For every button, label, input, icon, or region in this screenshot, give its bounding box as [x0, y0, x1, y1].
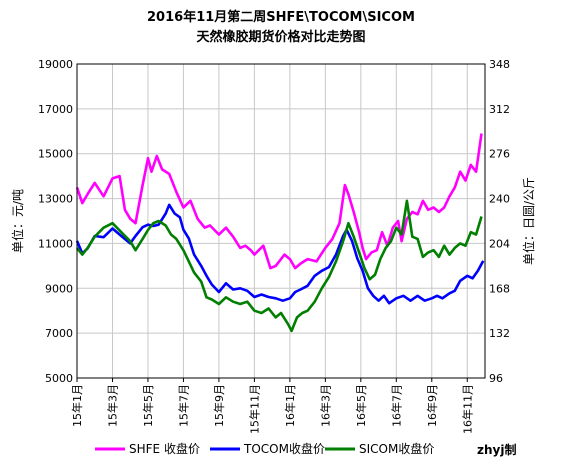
- x-tick-label: 16年3月: [318, 384, 332, 427]
- right-tick-label: 312: [489, 103, 510, 116]
- credit-label: zhyj制: [477, 442, 516, 457]
- x-tick-label: 15年11月: [247, 384, 261, 434]
- left-tick-label: 17000: [38, 103, 73, 116]
- legend: SHFE 收盘价 TOCOM收盘价 SICOM收盘价: [95, 441, 434, 456]
- x-tick-label: 15年7月: [176, 384, 190, 427]
- right-tick-label: 240: [489, 193, 510, 206]
- left-axis-ticks: 19000 17000 15000 13000 11000 9000 7000 5000: [38, 58, 73, 385]
- right-tick-label: 276: [489, 148, 510, 161]
- x-tick-label: 16年11月: [460, 384, 474, 434]
- left-axis-label: 单位：元/吨: [10, 189, 25, 253]
- right-tick-label: 348: [489, 58, 510, 71]
- x-tick-label: 16年9月: [425, 384, 439, 427]
- legend-label: SHFE 收盘价: [129, 441, 200, 456]
- x-tick-label: 15年9月: [212, 384, 226, 427]
- left-tick-label: 11000: [38, 237, 73, 250]
- left-tick-label: 5000: [45, 372, 73, 385]
- gridlines: [76, 63, 485, 379]
- chart-subtitle: 天然橡胶期货价格对比走势图: [196, 29, 365, 45]
- x-axis-ticks: 15年1月 15年3月 15年5月 15年7月 15年9月 15年11月 16年1月 16年3…: [70, 378, 474, 434]
- right-tick-label: 168: [489, 282, 510, 295]
- right-axis-ticks: 348 312 276 240 204 168 132 96: [489, 58, 510, 385]
- legend-label: SICOM收盘价: [359, 441, 434, 456]
- right-tick-label: 204: [489, 237, 510, 250]
- x-tick-label: 16年1月: [283, 384, 297, 427]
- x-tick-label: 15年1月: [70, 384, 84, 427]
- x-tick-label: 16年5月: [354, 384, 368, 427]
- series-line-0: [75, 133, 483, 270]
- left-tick-label: 15000: [38, 148, 73, 161]
- plot-frame: [76, 63, 486, 379]
- right-axis-label: 单位：日圆/公斤: [521, 177, 536, 265]
- series-lines: [75, 133, 485, 333]
- right-tick-label: 96: [489, 372, 503, 385]
- left-tick-label: 13000: [38, 193, 73, 206]
- x-tick-label: 15年3月: [105, 384, 119, 427]
- legend-label: TOCOM收盘价: [243, 441, 325, 456]
- left-tick-label: 7000: [45, 327, 73, 340]
- left-tick-label: 19000: [38, 58, 73, 71]
- right-tick-label: 132: [489, 327, 510, 340]
- x-tick-label: 15年5月: [141, 384, 155, 427]
- chart-title: 2016年11月第二周SHFE\TOCOM\SICOM: [147, 9, 415, 25]
- series-line-2: [75, 199, 483, 333]
- x-tick-label: 16年7月: [389, 384, 403, 427]
- left-tick-label: 9000: [45, 282, 73, 295]
